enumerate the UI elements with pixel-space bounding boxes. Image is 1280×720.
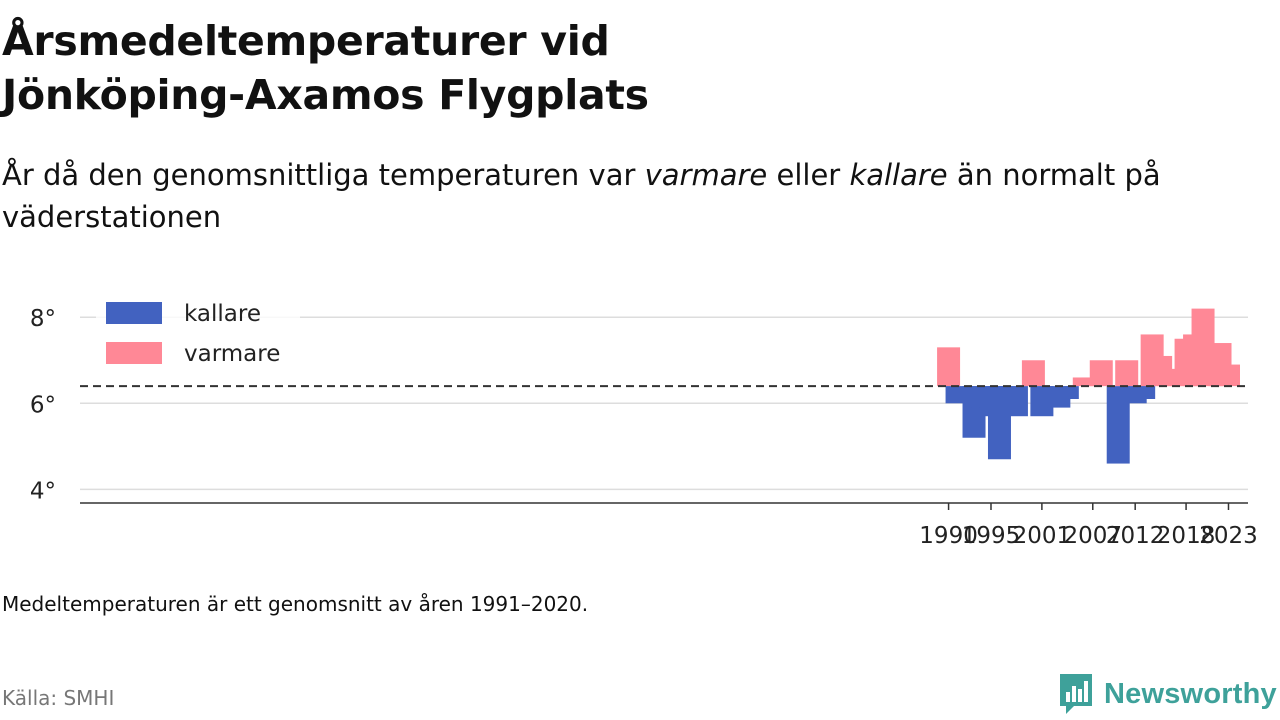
chart-title-line-2: Jönköping-Axamos Flygplats bbox=[2, 71, 649, 119]
x-tick-label: 2012 bbox=[1106, 523, 1165, 549]
bar-1998 bbox=[1004, 386, 1028, 417]
bar-2010 bbox=[1106, 386, 1130, 464]
bar-2011 bbox=[1115, 360, 1139, 387]
newsworthy-chart-icon bbox=[1060, 674, 1092, 714]
newsworthy-logo[interactable]: Newsworthy bbox=[1058, 670, 1277, 718]
source-credit: Källa: SMHI bbox=[2, 686, 115, 710]
bar-2023 bbox=[1216, 364, 1240, 387]
y-tick-label: 6° bbox=[30, 392, 56, 418]
subtitle-cold-word: kallare bbox=[849, 158, 948, 192]
bars bbox=[937, 308, 1240, 464]
footnote: Medeltemperaturen är ett genomsnitt av å… bbox=[2, 592, 589, 616]
legend: kallare varmare bbox=[96, 290, 300, 378]
bar-2013 bbox=[1132, 386, 1156, 399]
y-axis: 4° 6° 8° bbox=[30, 306, 56, 504]
subtitle-warm-word: varmare bbox=[644, 158, 768, 192]
subtitle-text-end: än normalt på väderstationen bbox=[2, 158, 1161, 234]
bar-2000 bbox=[1021, 360, 1045, 387]
legend-swatch-warm bbox=[106, 342, 162, 364]
x-tick-label: 1990 bbox=[919, 523, 978, 549]
legend-label-cold: kallare bbox=[184, 301, 261, 327]
brand-name: Newsworthy bbox=[1104, 677, 1277, 710]
subtitle-text-start: År då den genomsnittliga temperaturen va… bbox=[2, 158, 645, 192]
x-tick-label: 2023 bbox=[1199, 523, 1258, 549]
x-tick-label: 1995 bbox=[962, 523, 1021, 549]
y-tick-label: 8° bbox=[30, 306, 56, 332]
x-tick-label: 2001 bbox=[1013, 523, 1072, 549]
bar-1990 bbox=[937, 347, 961, 387]
chart-title: Årsmedeltemperaturer vid Jönköping-Axamo… bbox=[2, 14, 1002, 122]
chart-subtitle: År då den genomsnittliga temperaturen va… bbox=[2, 154, 1272, 238]
bar-2004 bbox=[1055, 386, 1079, 399]
x-tick-label: 2007 bbox=[1064, 523, 1123, 549]
bar-2008 bbox=[1089, 360, 1113, 387]
legend-label-warm: varmare bbox=[184, 341, 280, 367]
y-tick-label: 4° bbox=[30, 478, 56, 504]
x-tick-label: 2018 bbox=[1157, 523, 1216, 549]
chart-title-line-1: Årsmedeltemperaturer vid bbox=[2, 17, 610, 65]
subtitle-text-middle: eller bbox=[767, 158, 850, 192]
legend-swatch-cold bbox=[106, 302, 162, 324]
